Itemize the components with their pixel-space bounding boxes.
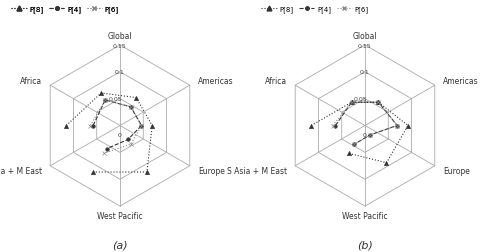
- Text: 0.15: 0.15: [113, 44, 126, 48]
- Text: 0.1: 0.1: [114, 70, 124, 75]
- Text: Europe: Europe: [443, 167, 470, 175]
- Text: 0: 0: [363, 132, 367, 137]
- Text: 0.05: 0.05: [354, 97, 367, 102]
- Text: West Pacific: West Pacific: [342, 211, 388, 220]
- Text: (b): (b): [357, 240, 373, 250]
- Text: Africa: Africa: [20, 77, 42, 85]
- Text: 0.15: 0.15: [358, 44, 372, 48]
- Text: (a): (a): [112, 240, 128, 250]
- Text: S Asia + M East: S Asia + M East: [0, 167, 42, 175]
- Text: Global: Global: [108, 32, 132, 41]
- Text: 0: 0: [118, 132, 122, 137]
- Text: West Pacific: West Pacific: [97, 211, 143, 220]
- Text: 0.05: 0.05: [108, 97, 122, 102]
- Text: Europe: Europe: [198, 167, 225, 175]
- Text: Global: Global: [352, 32, 378, 41]
- Legend: P[8], P[4], P[6]: P[8], P[4], P[6]: [8, 4, 121, 16]
- Text: S Asia + M East: S Asia + M East: [226, 167, 287, 175]
- Text: Africa: Africa: [264, 77, 287, 85]
- Text: Americas: Americas: [443, 77, 479, 85]
- Legend: P[8], P[4], P[6]: P[8], P[4], P[6]: [258, 4, 372, 16]
- Text: 0.1: 0.1: [360, 70, 370, 75]
- Text: Americas: Americas: [198, 77, 234, 85]
